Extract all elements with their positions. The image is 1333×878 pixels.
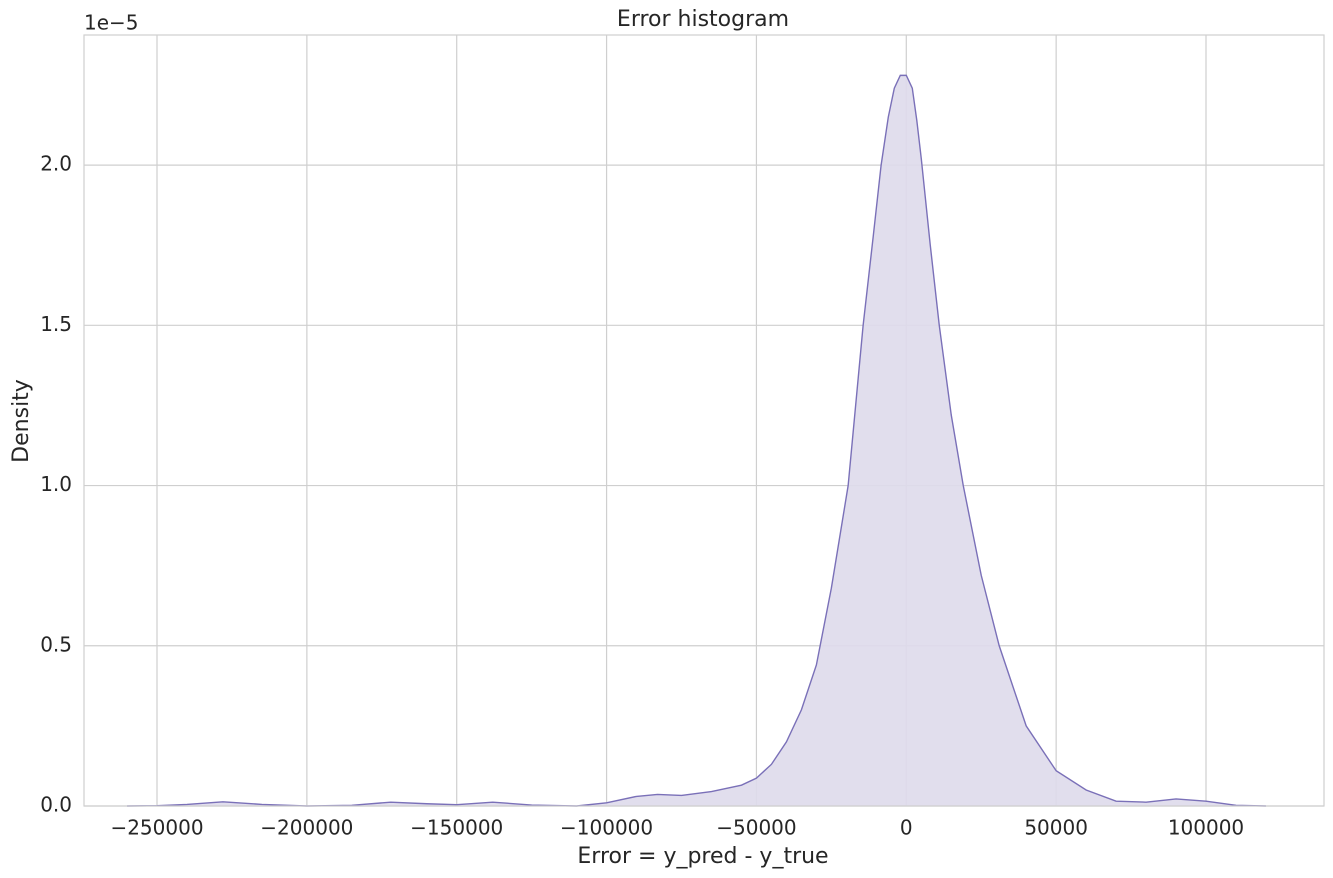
y-tick-label: 0.5 <box>40 632 72 656</box>
x-tick-label: −50000 <box>716 816 796 840</box>
density-line <box>127 74 1266 807</box>
x-tick-label: −250000 <box>110 816 203 840</box>
x-tick-label: 0 <box>900 816 913 840</box>
plot-frame <box>83 34 1325 807</box>
y-tick-label: 2.0 <box>40 152 72 176</box>
x-tick-label: −200000 <box>260 816 353 840</box>
density-area <box>127 75 1266 806</box>
y-tick-label: 1.0 <box>40 472 72 496</box>
x-tick-label: −100000 <box>560 816 653 840</box>
x-tick-label: 100000 <box>1168 816 1244 840</box>
y-axis-label: Density <box>9 379 34 463</box>
y-tick-label: 0.0 <box>40 793 72 817</box>
chart-title: Error histogram <box>617 7 789 32</box>
x-tick-label: 50000 <box>1024 816 1088 840</box>
x-tick-label: −150000 <box>410 816 503 840</box>
x-axis-label: Error = y_pred - y_true <box>577 844 828 869</box>
y-offset-label: 1e−5 <box>84 11 139 35</box>
y-tick-label: 1.5 <box>40 312 72 336</box>
